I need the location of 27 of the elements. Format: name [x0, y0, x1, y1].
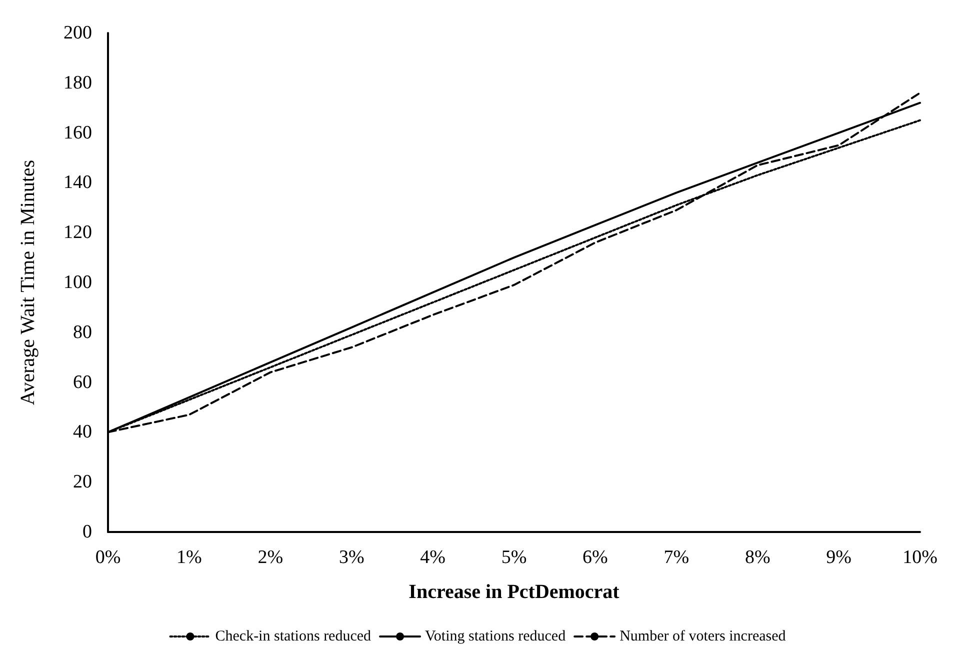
y-tick-label: 200 [64, 22, 92, 44]
x-tick-label: 0% [95, 547, 121, 568]
y-tick-label: 180 [64, 72, 92, 94]
legend-label: Check-in stations reduced [215, 628, 372, 644]
y-tick-label: 100 [64, 272, 92, 293]
x-tick-label: 7% [664, 547, 690, 568]
y-tick-label: 140 [64, 172, 92, 194]
x-tick-label: 2% [258, 547, 284, 568]
x-tick-label: 8% [744, 547, 770, 568]
y-tick-label: 120 [64, 222, 92, 244]
x-tick-label: 1% [176, 547, 202, 568]
x-axis-title: Increase in PctDemocrat [408, 581, 620, 603]
x-tick-label: 9% [826, 547, 852, 568]
x-tick-label: 6% [582, 547, 608, 568]
legend-label: Voting stations reduced [425, 628, 566, 644]
x-tick-label: 3% [338, 547, 364, 568]
x-tick-label: 5% [501, 547, 527, 568]
y-tick-label: 60 [73, 372, 92, 393]
x-tick-label: 4% [420, 547, 446, 568]
y-tick-label: 160 [64, 122, 92, 144]
x-tick-label: 10% [902, 547, 938, 568]
y-tick-label: 20 [73, 472, 92, 493]
y-tick-label: 0 [82, 522, 92, 542]
y-axis-title: Average Wait Time in Minutes [17, 160, 39, 406]
legend-label: Number of voters increased [620, 628, 786, 644]
y-tick-label: 80 [73, 322, 92, 343]
y-tick-label: 40 [73, 422, 92, 443]
